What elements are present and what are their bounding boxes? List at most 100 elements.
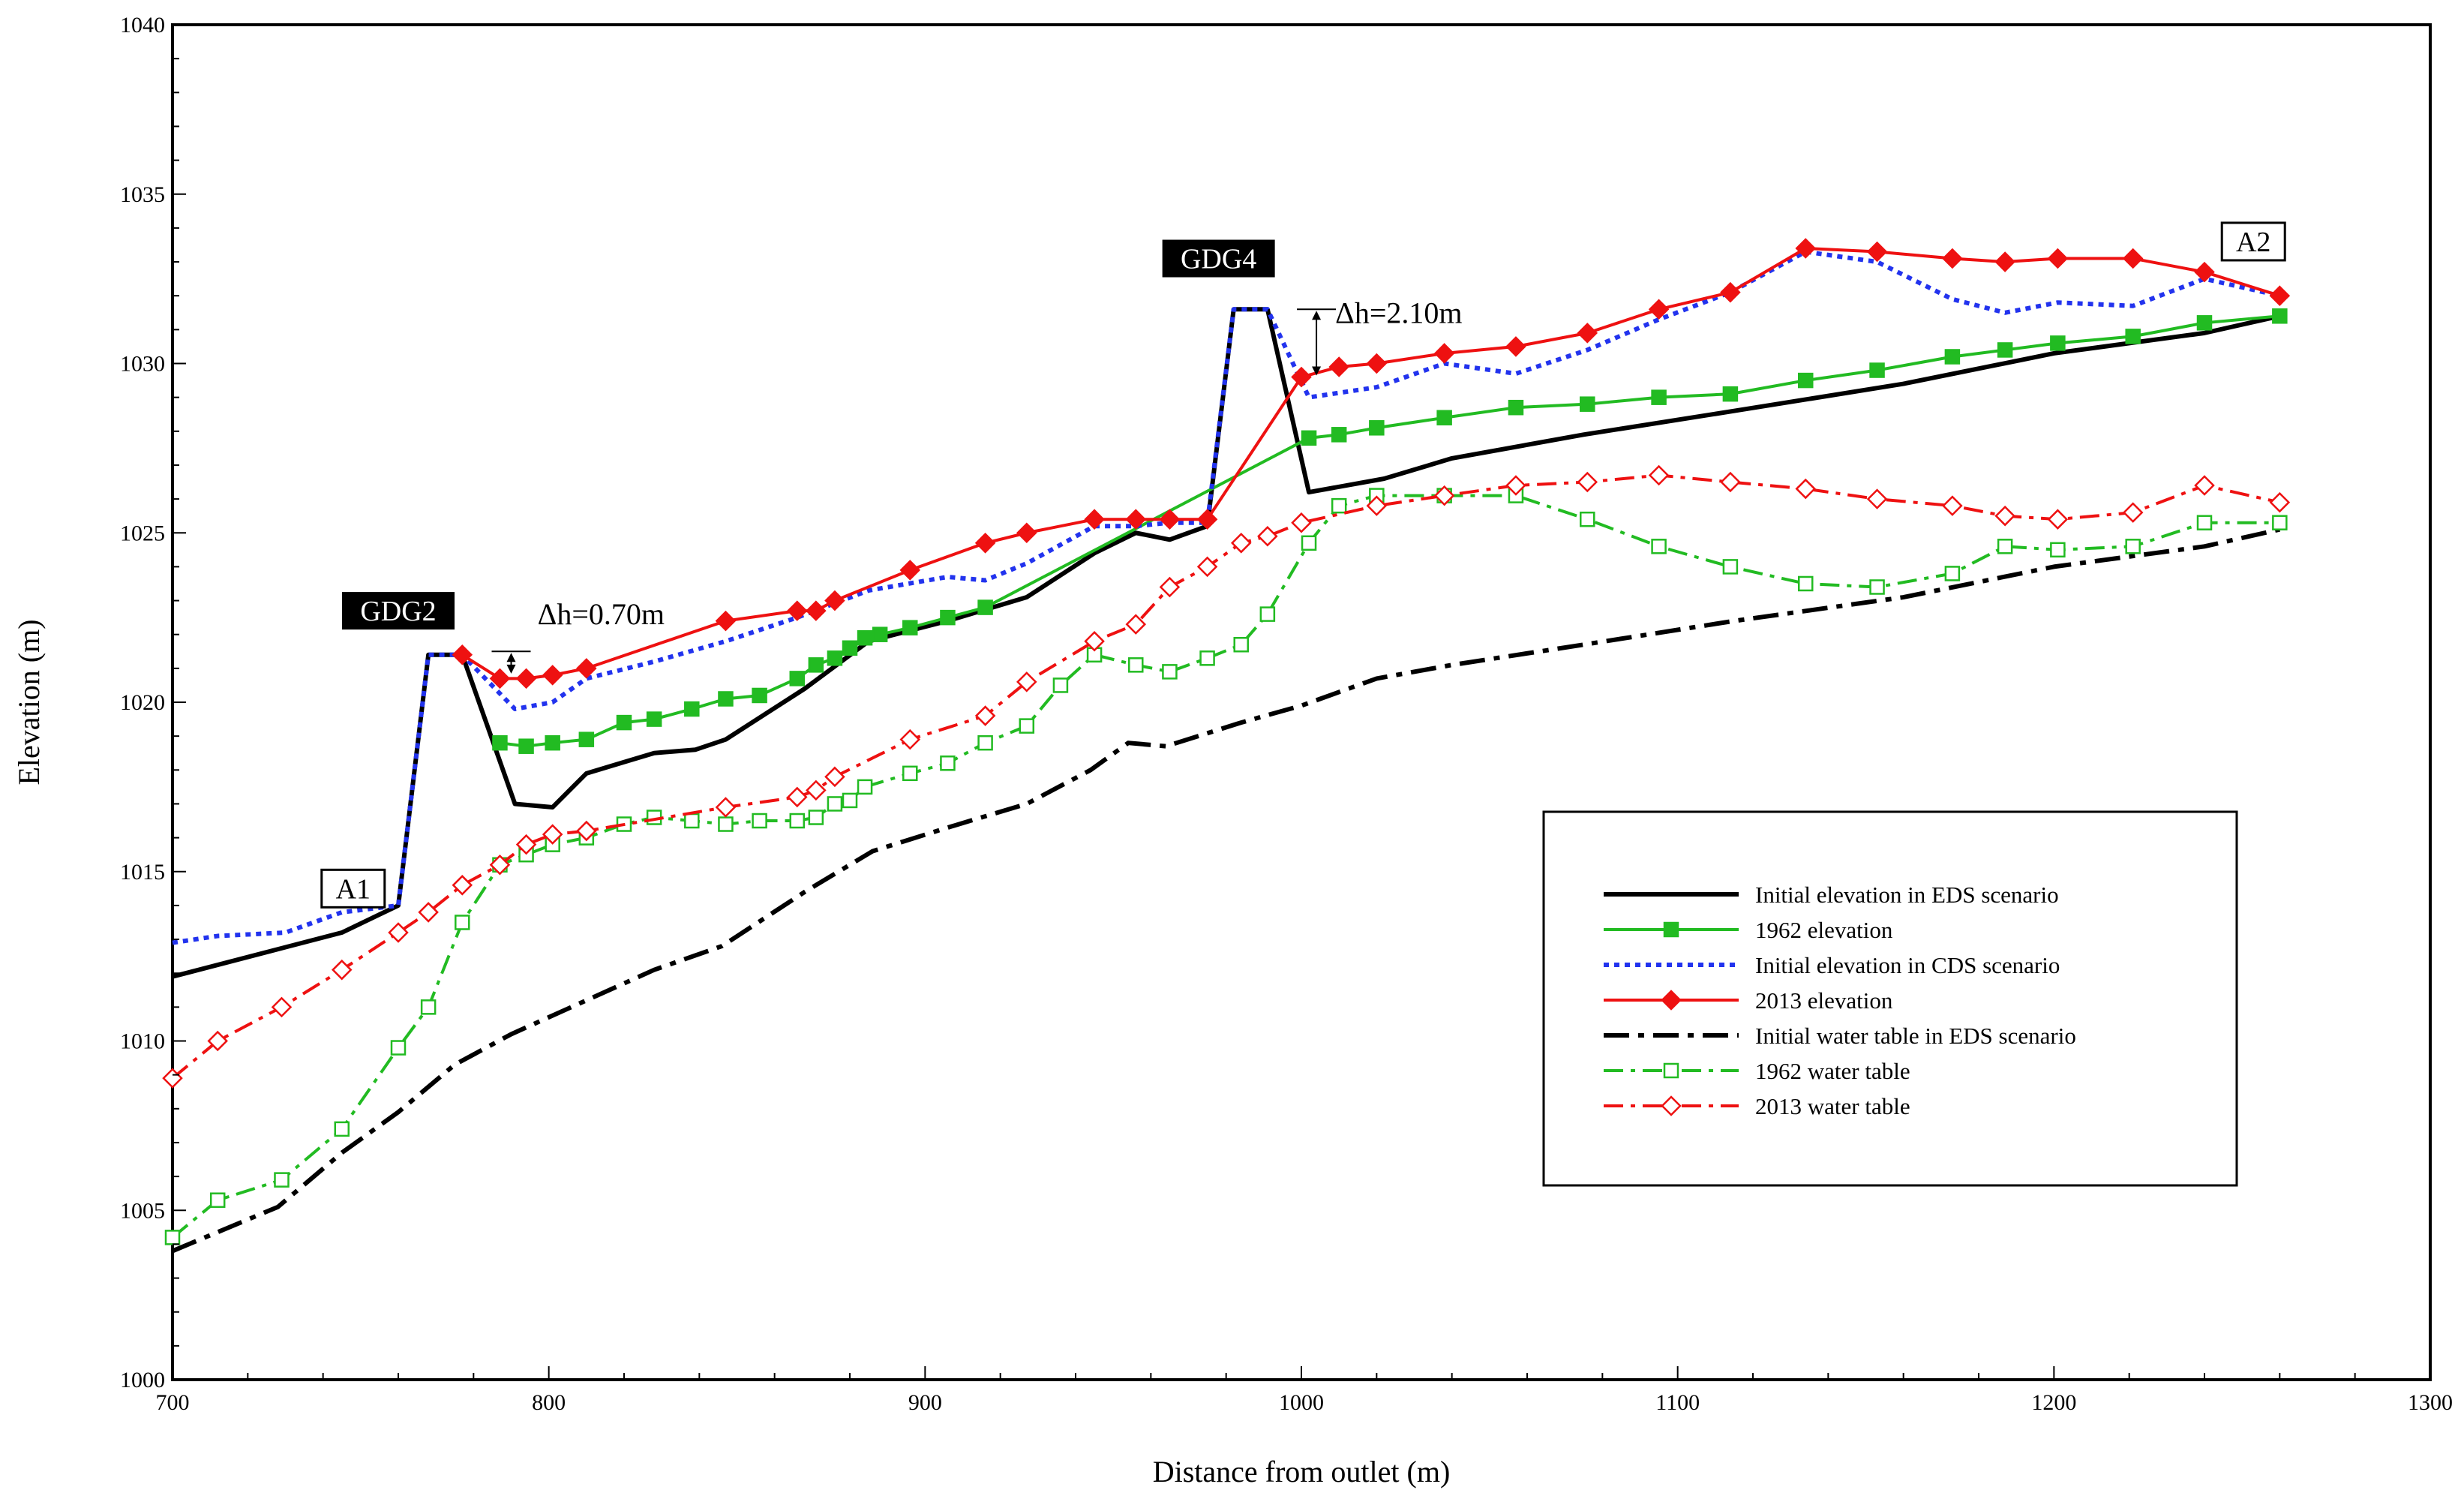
data-point [1016, 522, 1037, 544]
dh1-text: Δh=0.70m [538, 597, 665, 631]
data-point [1366, 353, 1388, 374]
data-point [455, 915, 470, 930]
legend-item-initial-water-table-in-eds-scenario: Initial water table in EDS scenario [1604, 1023, 2076, 1049]
data-point [1994, 251, 2015, 272]
x-tick-label: 1200 [2031, 1390, 2076, 1415]
data-point [684, 813, 700, 829]
data-point [1580, 511, 1595, 527]
data-point [974, 705, 996, 726]
legend-marker [1663, 921, 1679, 938]
data-point [2125, 329, 2141, 344]
x-axis: 700 800 900 1000 1100 1200 1300 [156, 1366, 2453, 1415]
data-point [1301, 430, 1317, 446]
plot-area: 700 800 900 1000 1100 1200 1300 10001005101010… [120, 13, 2453, 1415]
data-point [1128, 657, 1144, 673]
a2-label: A2 [2220, 221, 2286, 262]
data-point [842, 792, 858, 809]
data-point [1577, 323, 1598, 344]
data-point [1433, 485, 1455, 506]
legend-label: Initial elevation in EDS scenario [1755, 882, 2059, 908]
series-line [172, 249, 2280, 945]
data-point [940, 609, 956, 626]
data-point [1866, 241, 1888, 263]
data-point [1508, 399, 1524, 416]
legend-item-initial-elevation-in-cds-scenario: Initial elevation in CDS scenario [1604, 952, 2060, 978]
data-point [388, 922, 409, 943]
data-point [2122, 502, 2144, 523]
data-point [786, 786, 808, 808]
a1-text: A1 [336, 873, 371, 905]
data-point [2272, 515, 2288, 530]
data-point [1869, 362, 1885, 378]
data-point [1942, 248, 1963, 269]
data-point [857, 779, 873, 795]
data-point [1016, 671, 1037, 692]
a1-box [320, 868, 386, 909]
data-point [718, 691, 734, 707]
y-tick-label: 1005 [120, 1198, 165, 1223]
data-point [1720, 281, 1741, 303]
dh-arrowhead-down [506, 664, 516, 674]
legend-item-1962-elevation: 1962 elevation [1604, 917, 1893, 943]
data-point [827, 796, 843, 812]
data-point [806, 780, 827, 801]
data-point [872, 626, 888, 642]
data-point [1505, 475, 1526, 496]
data-point [1159, 509, 1181, 530]
data-point [1580, 396, 1595, 412]
legend-item-initial-elevation-in-eds-scenario: Initial elevation in EDS scenario [1604, 882, 2059, 908]
data-point [164, 1230, 181, 1245]
data-point [1052, 677, 1069, 693]
data-point [808, 810, 824, 825]
data-point [489, 668, 511, 689]
data-point [2125, 539, 2141, 554]
x-tick-label: 700 [156, 1390, 190, 1415]
data-point [646, 711, 662, 727]
data-point [902, 765, 918, 782]
data-point [1019, 718, 1035, 734]
data-point [331, 959, 353, 981]
annotations: GDG2 GDG4 A1 A2 Δh=0.70m Δh=2.10m [320, 221, 2286, 909]
data-point [1331, 497, 1347, 514]
data-point [1505, 336, 1526, 357]
legend-label: Initial elevation in CDS scenario [1755, 952, 2060, 978]
data-point [715, 610, 737, 632]
series-initial-elevation-in-eds-scenario [172, 307, 2280, 979]
data-point [578, 731, 595, 747]
data-point [977, 599, 993, 615]
legend-label: 1962 water table [1755, 1058, 1910, 1084]
data-point [545, 734, 560, 751]
data-point [1328, 356, 1349, 377]
legend-marker [1663, 1062, 1679, 1079]
x-tick-label: 900 [908, 1390, 942, 1415]
data-point [1648, 299, 1670, 320]
data-point [1366, 495, 1388, 516]
data-point [274, 1172, 290, 1188]
data-point [542, 665, 563, 686]
dh1-arrow [491, 650, 531, 674]
data-point [940, 756, 956, 771]
data-point [1162, 664, 1178, 680]
data-point [1084, 630, 1105, 652]
series-2013-elevation [452, 238, 2291, 689]
data-point [2269, 491, 2291, 513]
a2-box [2220, 221, 2286, 262]
gdg4-text: GDG4 [1181, 244, 1256, 275]
data-point [808, 657, 824, 673]
data-point [1722, 559, 1739, 575]
y-tick-label: 1015 [120, 860, 165, 885]
data-point [2122, 248, 2144, 269]
data-point [2050, 542, 2066, 558]
data-point [1648, 464, 1670, 486]
data-point [1369, 420, 1385, 436]
data-point [1722, 386, 1739, 402]
data-point [452, 875, 473, 896]
data-point [1577, 471, 1598, 493]
data-point [515, 668, 537, 689]
data-point [1230, 533, 1252, 554]
gdg2-text: GDG2 [360, 596, 436, 627]
data-point [2047, 509, 2069, 530]
data-point [789, 813, 806, 829]
data-point [1651, 389, 1667, 405]
y-axis-title: Elevation (m) [12, 619, 46, 785]
